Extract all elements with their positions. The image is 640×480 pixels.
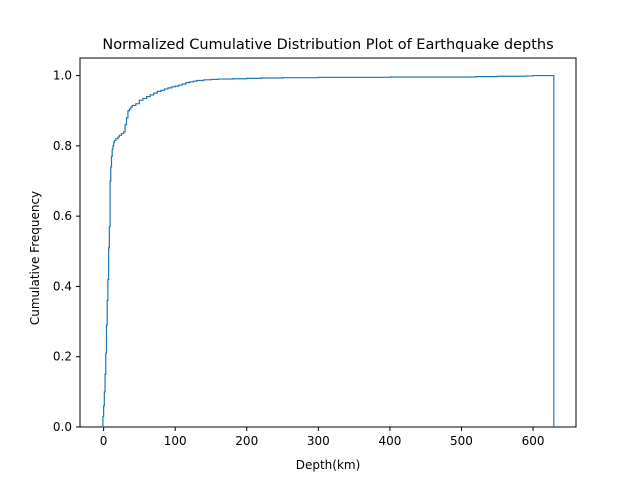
plot-area: 0 100 200 300 400 500 600 0.0 0.2 0.4 0.6 0.8 1.0: [53, 57, 577, 448]
x-tick-label: 400: [378, 434, 401, 448]
y-tick-label: 0.4: [53, 279, 72, 293]
x-tick-label: 200: [235, 434, 258, 448]
cdf-series-line: [102, 74, 555, 428]
x-tick-label: 0: [100, 434, 108, 448]
chart-title: Normalized Cumulative Distribution Plot …: [102, 37, 553, 53]
x-axis-label: Depth(km): [296, 458, 361, 472]
y-tick-label: 0.6: [53, 209, 72, 223]
y-tick-label: 0.2: [53, 350, 72, 364]
y-axis-label: Cumulative Frequency: [28, 191, 42, 325]
y-tick-label: 1.0: [53, 69, 72, 83]
y-tick-label: 0.8: [53, 139, 72, 153]
x-tick-label: 300: [307, 434, 330, 448]
x-tick-label: 600: [522, 434, 545, 448]
plot-frame: [79, 57, 577, 428]
x-tick-label: 500: [450, 434, 473, 448]
y-tick-label: 0.0: [53, 420, 72, 434]
x-tick-label: 100: [164, 434, 187, 448]
